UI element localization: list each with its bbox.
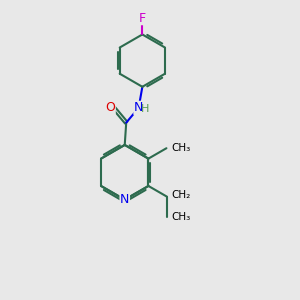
Text: CH₂: CH₂: [171, 190, 191, 200]
Text: F: F: [139, 12, 146, 25]
Text: N: N: [134, 101, 143, 114]
Text: O: O: [105, 101, 115, 114]
Text: N: N: [120, 193, 129, 206]
Text: H: H: [141, 104, 149, 114]
Text: CH₃: CH₃: [171, 212, 191, 222]
Text: CH₃: CH₃: [172, 143, 191, 153]
